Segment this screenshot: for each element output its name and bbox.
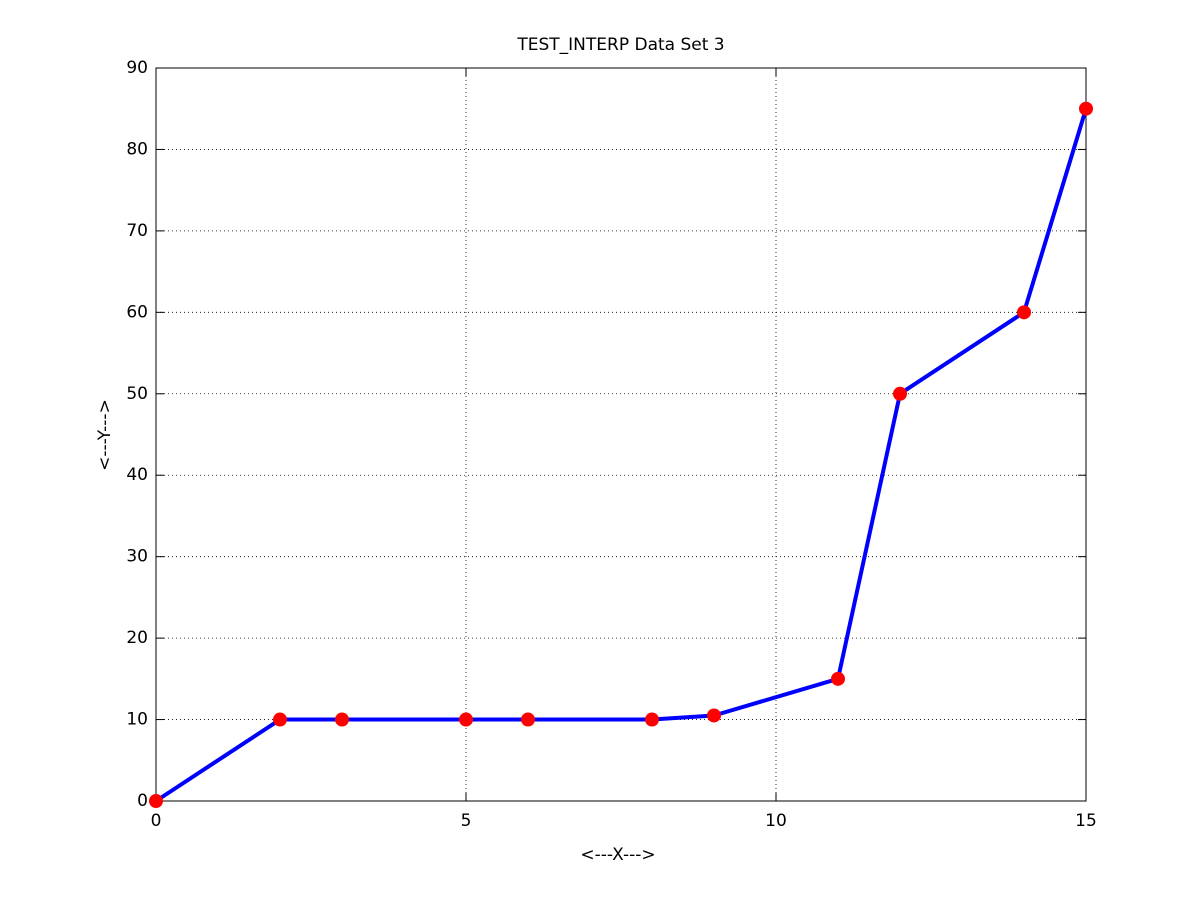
data-point: [335, 712, 349, 727]
data-point: [645, 712, 659, 727]
y-tick-label: 70: [126, 221, 148, 241]
y-axis-label: <---Y--->: [95, 399, 115, 471]
data-point: [893, 386, 907, 401]
plot-frame: [155, 67, 1087, 802]
x-tick-label: 0: [151, 811, 162, 831]
x-tick-label: 15: [1075, 811, 1097, 831]
y-tick-label: 40: [126, 465, 148, 485]
y-tick-label: 10: [126, 710, 148, 730]
x-axis-label: <---X--->: [580, 845, 655, 865]
y-tick-label: 60: [126, 302, 148, 322]
y-tick-label: 0: [137, 791, 148, 811]
x-tick-label: 10: [765, 811, 787, 831]
y-tick-label: 20: [126, 628, 148, 648]
data-point: [707, 708, 721, 723]
data-point: [1017, 305, 1031, 320]
y-tick-label: 80: [126, 139, 148, 159]
data-point: [459, 712, 473, 727]
data-point: [521, 712, 535, 727]
data-point: [149, 794, 163, 808]
y-tick-label: 30: [126, 547, 148, 567]
data-point: [273, 712, 287, 727]
data-point: [831, 671, 845, 686]
chart-title: TEST_INTERP Data Set 3: [516, 35, 724, 55]
y-tick-label: 90: [126, 58, 148, 78]
data-point: [1079, 101, 1093, 116]
y-tick-label: 50: [126, 384, 148, 404]
x-tick-label: 5: [461, 811, 472, 831]
